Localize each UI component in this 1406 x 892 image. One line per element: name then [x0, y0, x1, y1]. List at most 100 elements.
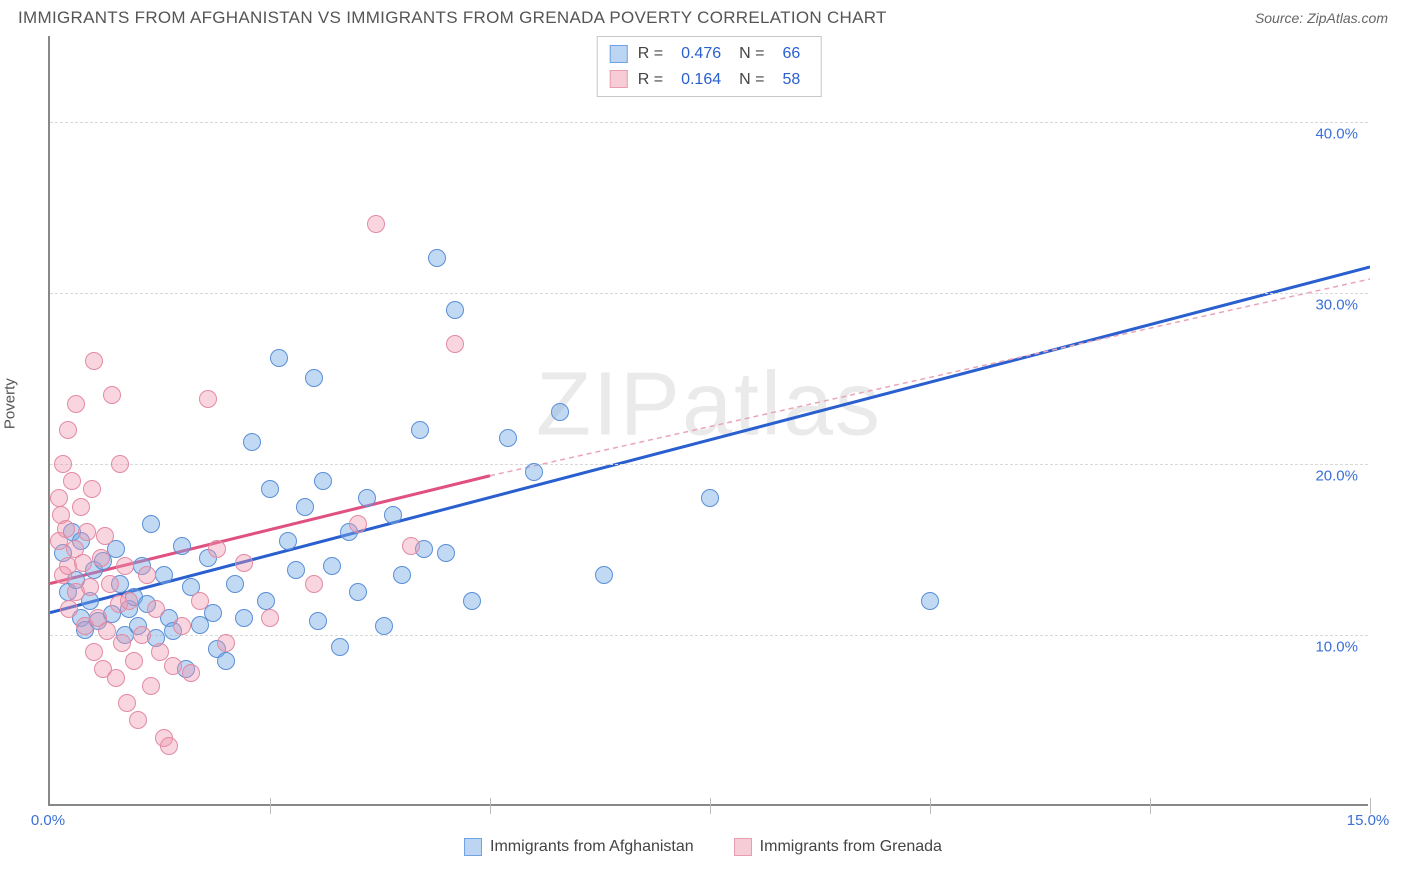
data-point-afghanistan	[287, 561, 305, 579]
data-point-grenada	[67, 395, 85, 413]
stat-r-value: 0.164	[681, 67, 721, 93]
data-point-grenada	[138, 566, 156, 584]
gridline-horizontal	[50, 464, 1368, 465]
data-point-grenada	[133, 626, 151, 644]
watermark: ZIPatlas	[536, 353, 882, 456]
legend-swatch-grenada	[734, 838, 752, 856]
data-point-grenada	[78, 523, 96, 541]
data-point-grenada	[57, 520, 75, 538]
swatch-grenada	[610, 70, 628, 88]
data-point-afghanistan	[173, 537, 191, 555]
swatch-afghanistan	[610, 45, 628, 63]
data-point-afghanistan	[463, 592, 481, 610]
data-point-grenada	[101, 575, 119, 593]
data-point-afghanistan	[323, 557, 341, 575]
scatter-plot: ZIPatlas R =0.476N =66R =0.164N =58 10.0…	[48, 36, 1368, 806]
data-point-grenada	[111, 455, 129, 473]
data-point-afghanistan	[305, 369, 323, 387]
data-point-grenada	[54, 455, 72, 473]
data-point-afghanistan	[142, 515, 160, 533]
legend-label: Immigrants from Grenada	[760, 838, 942, 856]
data-point-afghanistan	[235, 609, 253, 627]
x-tick-label: 15.0%	[1347, 812, 1390, 829]
data-point-grenada	[217, 634, 235, 652]
data-point-afghanistan	[384, 506, 402, 524]
data-point-grenada	[147, 600, 165, 618]
data-point-grenada	[96, 527, 114, 545]
data-point-grenada	[50, 489, 68, 507]
trendlines-layer	[50, 36, 1370, 806]
data-point-afghanistan	[270, 349, 288, 367]
data-point-afghanistan	[217, 652, 235, 670]
data-point-grenada	[305, 575, 323, 593]
data-point-afghanistan	[296, 498, 314, 516]
chart-container: Poverty ZIPatlas R =0.476N =66R =0.164N …	[18, 36, 1388, 856]
data-point-grenada	[92, 549, 110, 567]
data-point-grenada	[367, 215, 385, 233]
data-point-afghanistan	[257, 592, 275, 610]
data-point-grenada	[72, 498, 90, 516]
data-point-afghanistan	[551, 403, 569, 421]
y-tick-label: 40.0%	[1315, 125, 1358, 142]
y-axis-label: Poverty	[2, 378, 19, 429]
stat-n-label: N =	[739, 67, 764, 93]
stat-r-label: R =	[638, 67, 663, 93]
data-point-afghanistan	[226, 575, 244, 593]
data-point-afghanistan	[261, 480, 279, 498]
data-point-grenada	[74, 554, 92, 572]
stat-n-value: 58	[782, 67, 800, 93]
data-point-grenada	[173, 617, 191, 635]
legend: Immigrants from Afghanistan Immigrants fr…	[18, 838, 1388, 856]
data-point-grenada	[83, 480, 101, 498]
data-point-afghanistan	[921, 592, 939, 610]
stat-r-value: 0.476	[681, 41, 721, 67]
chart-title: IMMIGRANTS FROM AFGHANISTAN VS IMMIGRANT…	[18, 8, 887, 28]
data-point-grenada	[446, 335, 464, 353]
data-point-grenada	[60, 600, 78, 618]
data-point-afghanistan	[411, 421, 429, 439]
data-point-grenada	[349, 515, 367, 533]
data-point-grenada	[59, 421, 77, 439]
data-point-grenada	[113, 634, 131, 652]
data-point-afghanistan	[358, 489, 376, 507]
gridline-horizontal	[50, 293, 1368, 294]
trendline	[490, 279, 1370, 476]
x-tick-label: 0.0%	[31, 812, 65, 829]
data-point-grenada	[402, 537, 420, 555]
gridline-horizontal	[50, 122, 1368, 123]
data-point-afghanistan	[499, 429, 517, 447]
data-point-afghanistan	[349, 583, 367, 601]
data-point-afghanistan	[525, 463, 543, 481]
legend-swatch-afghanistan	[464, 838, 482, 856]
correlation-stats-box: R =0.476N =66R =0.164N =58	[597, 36, 822, 97]
data-point-afghanistan	[309, 612, 327, 630]
data-point-grenada	[129, 711, 147, 729]
data-point-grenada	[182, 664, 200, 682]
legend-label: Immigrants from Afghanistan	[490, 838, 694, 856]
data-point-grenada	[85, 352, 103, 370]
data-point-grenada	[164, 657, 182, 675]
data-point-afghanistan	[428, 249, 446, 267]
y-tick-label: 10.0%	[1315, 638, 1358, 655]
data-point-grenada	[199, 390, 217, 408]
stat-n-value: 66	[782, 41, 800, 67]
data-point-afghanistan	[314, 472, 332, 490]
data-point-afghanistan	[437, 544, 455, 562]
data-point-grenada	[191, 592, 209, 610]
y-tick-label: 20.0%	[1315, 467, 1358, 484]
stats-row-afghanistan: R =0.476N =66	[610, 41, 809, 67]
data-point-grenada	[85, 643, 103, 661]
data-point-grenada	[116, 557, 134, 575]
data-point-grenada	[208, 540, 226, 558]
x-tick-layer: 0.0%15.0%	[48, 806, 1368, 832]
data-point-grenada	[261, 609, 279, 627]
stat-n-label: N =	[739, 41, 764, 67]
data-point-afghanistan	[375, 617, 393, 635]
data-point-grenada	[142, 677, 160, 695]
legend-item-grenada: Immigrants from Grenada	[734, 838, 942, 856]
gridline-horizontal	[50, 635, 1368, 636]
y-tick-label: 30.0%	[1315, 296, 1358, 313]
data-point-grenada	[118, 694, 136, 712]
data-point-afghanistan	[393, 566, 411, 584]
data-point-grenada	[125, 652, 143, 670]
